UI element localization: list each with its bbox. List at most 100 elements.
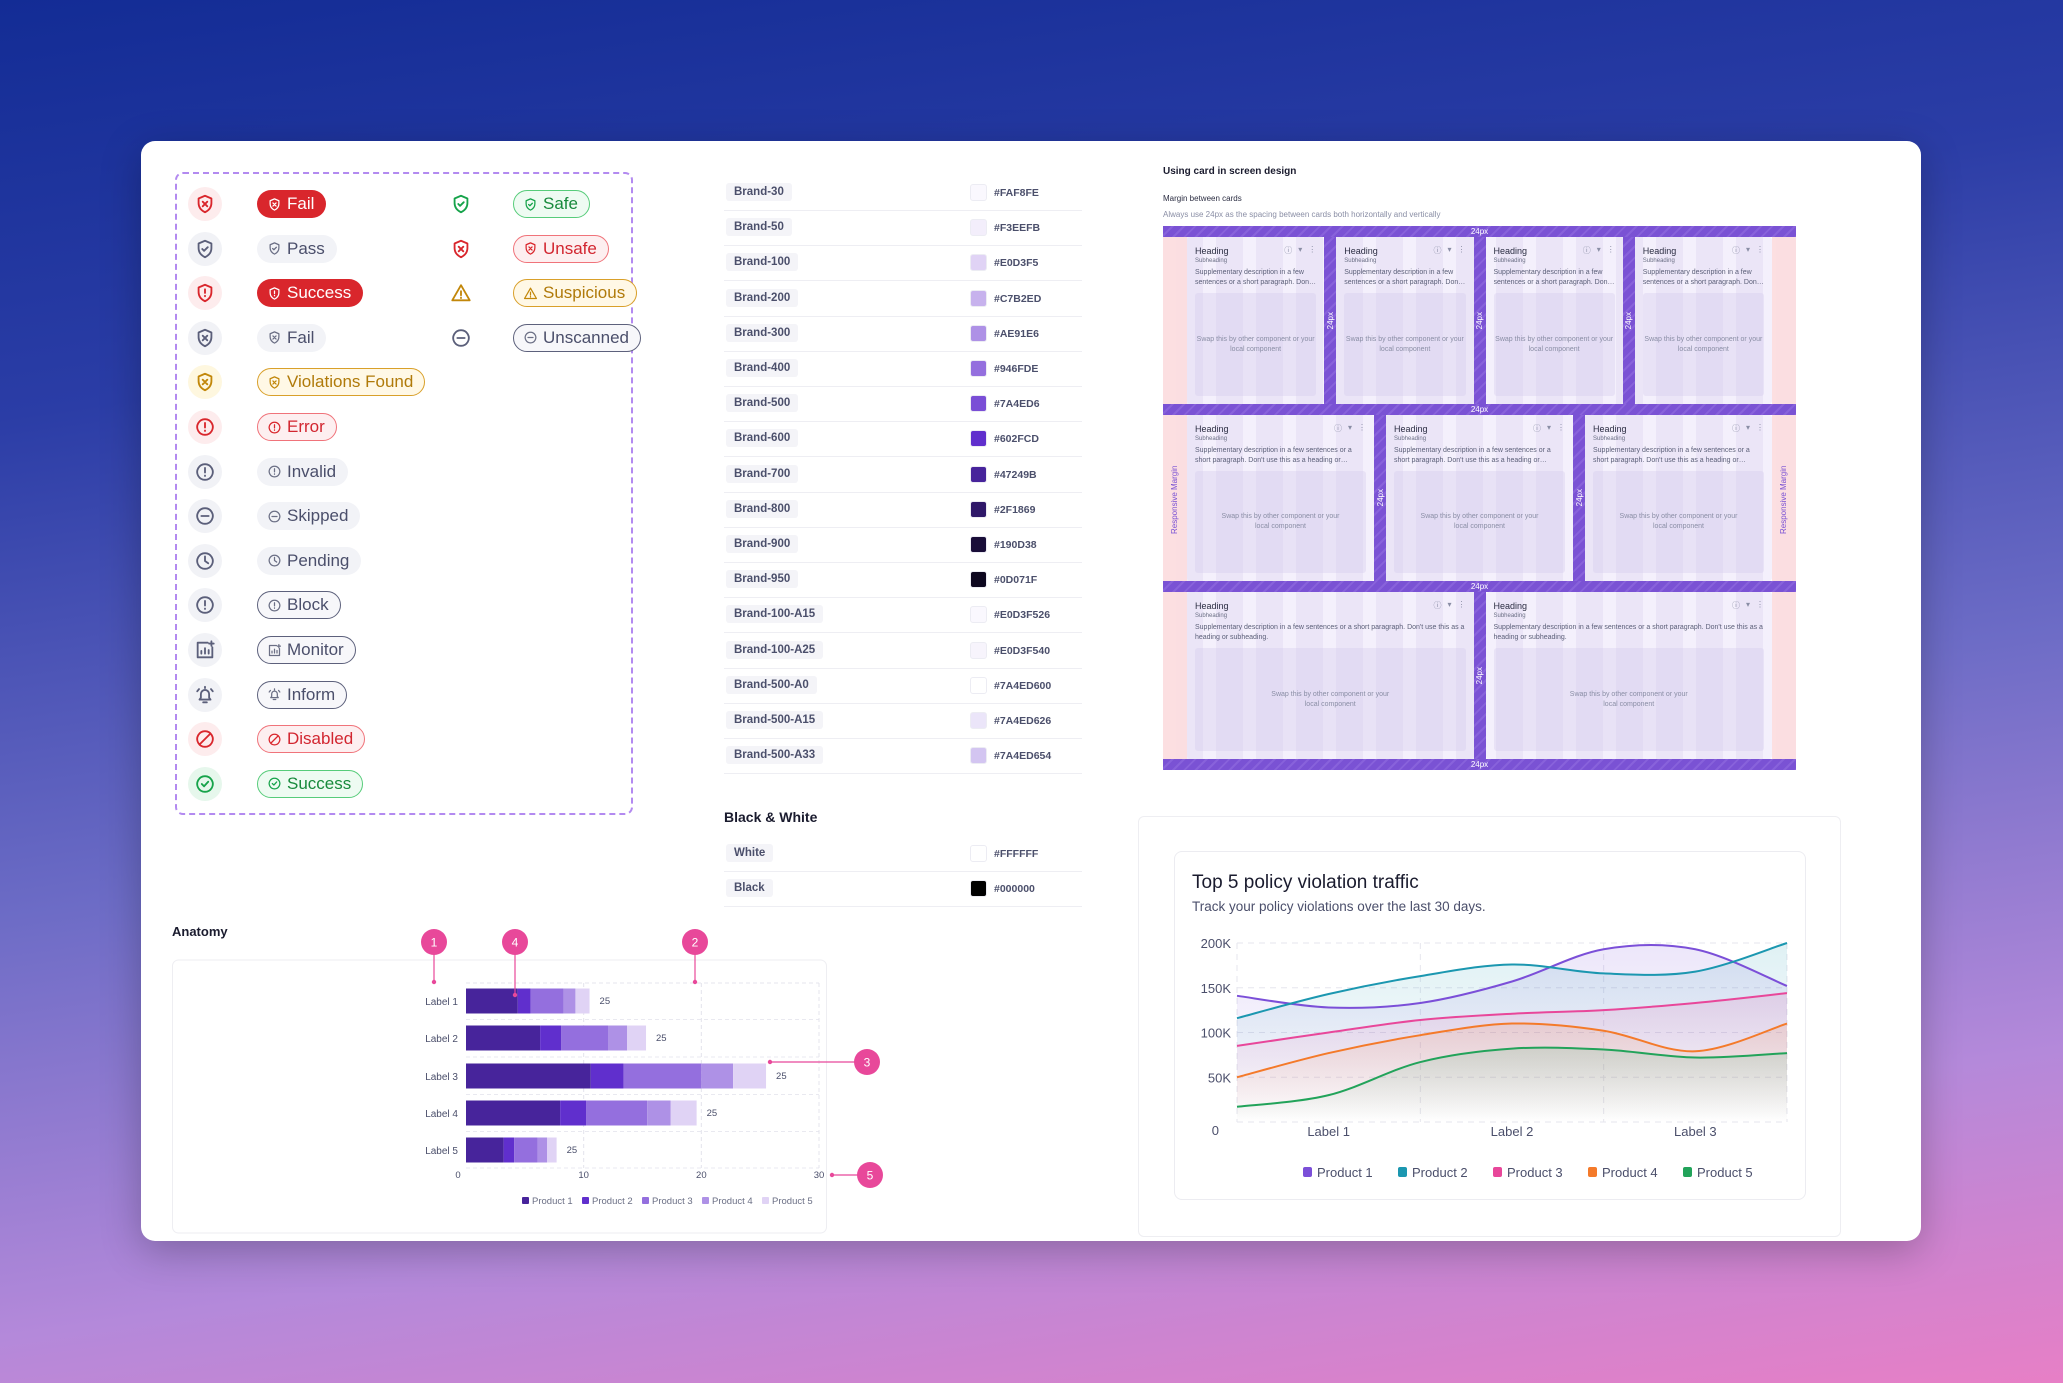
shield-x-icon — [269, 197, 280, 211]
line-chart-frame — [1138, 816, 1841, 1237]
card-subheading: Subheading — [1493, 613, 1526, 619]
layout-card: Heading ⓘ ▾ ⋮ Subheading Supplementary descri… — [1187, 237, 1325, 404]
shield-x-icon — [269, 376, 280, 389]
info-icon[interactable]: ⓘ — [1582, 246, 1591, 255]
bar-segment — [575, 988, 590, 1014]
info-icon[interactable]: ⓘ — [1731, 246, 1740, 255]
placeholder-text: Swap this by other component or your loc… — [1221, 513, 1340, 530]
info-icon[interactable]: ⓘ — [1284, 246, 1293, 255]
filter-icon[interactable]: ▾ — [1447, 245, 1452, 254]
shield-alert-icon — [197, 284, 213, 303]
color-token-name: Brand-300 — [726, 323, 799, 342]
filter-icon[interactable]: ▾ — [1447, 600, 1452, 609]
y-axis-label: Label 5 — [425, 1146, 458, 1157]
check-circle-icon — [196, 775, 214, 793]
color-row: Black #000000 — [724, 872, 1082, 908]
card-placeholder: Swap this by other component or your loc… — [1195, 648, 1466, 751]
info-icon[interactable]: ⓘ — [1433, 601, 1442, 610]
card-description: Supplementary description in a few sente… — [1195, 624, 1465, 641]
gap-label: 24px — [1325, 311, 1335, 330]
filter-icon[interactable]: ▾ — [1298, 245, 1303, 254]
y-axis-label: Label 2 — [425, 1034, 458, 1045]
color-row: Brand-500-A0 #7A4ED600 — [724, 669, 1082, 704]
annotation-marker-number: 1 — [431, 936, 438, 950]
filter-icon[interactable]: ▾ — [1546, 423, 1551, 432]
status-badge: Pass — [257, 234, 337, 263]
more-icon[interactable]: ⋮ — [1557, 423, 1565, 432]
color-hex-value: #190D38 — [994, 539, 1037, 551]
gap-label: 24px — [1624, 311, 1634, 330]
layout-card: Heading ⓘ ▾ ⋮ Subheading Supplementary descri… — [1485, 237, 1623, 404]
more-icon[interactable]: ⋮ — [1606, 245, 1615, 254]
badge-label: Invalid — [287, 461, 337, 481]
color-token-name: Black — [726, 879, 773, 898]
more-icon[interactable]: ⋮ — [1308, 245, 1317, 254]
legend-label: Product 1 — [532, 1196, 573, 1207]
filter-icon[interactable]: ▾ — [1347, 423, 1352, 432]
color-token-name: Brand-900 — [726, 535, 799, 553]
bar-segment — [517, 988, 531, 1014]
clock-icon — [268, 554, 281, 567]
card-description: Supplementary description in a few sente… — [1394, 447, 1551, 464]
card-placeholder: Swap this by other component or your loc… — [1394, 471, 1565, 573]
more-icon[interactable]: ⋮ — [1756, 600, 1764, 609]
more-icon[interactable]: ⋮ — [1457, 245, 1466, 254]
filter-icon[interactable]: ▾ — [1596, 245, 1601, 254]
bar-segment — [466, 1100, 561, 1126]
data-label: 25 — [707, 1108, 718, 1119]
filter-icon[interactable]: ▾ — [1745, 245, 1750, 254]
more-icon[interactable]: ⋮ — [1358, 423, 1366, 432]
horizontal-gap-band: 24px — [1163, 759, 1796, 770]
color-hex-value: #0D071F — [994, 574, 1038, 587]
placeholder-text: Swap this by other component or your loc… — [1196, 335, 1315, 353]
more-icon[interactable]: ⋮ — [1457, 600, 1466, 609]
card-toolbar: ⓘ ▾ ⋮ — [1732, 245, 1764, 256]
filter-icon[interactable]: ▾ — [1745, 423, 1750, 432]
anatomy-title: Anatomy — [172, 924, 228, 939]
card-heading: Heading — [1195, 246, 1229, 256]
more-icon[interactable]: ⋮ — [1756, 423, 1764, 432]
minus-circle-icon — [452, 329, 470, 347]
color-swatch — [970, 395, 987, 413]
info-icon[interactable]: ⓘ — [1731, 424, 1740, 433]
color-row: Brand-800 #2F1869 — [724, 493, 1082, 528]
color-token-name: Brand-500-A33 — [726, 746, 824, 765]
placeholder-text: Swap this by other component or your loc… — [1619, 513, 1738, 530]
color-token-name: Brand-30 — [726, 183, 792, 201]
layout-card: Heading ⓘ ▾ ⋮ Subheading Supplementary descri… — [1485, 592, 1772, 759]
color-swatch — [970, 676, 987, 694]
info-icon[interactable]: ⓘ — [1333, 424, 1342, 433]
status-badge: Error — [257, 413, 337, 441]
more-icon[interactable]: ⋮ — [1756, 245, 1764, 254]
bar-segment — [608, 1025, 628, 1051]
horizontal-gap-band: 24px — [1163, 404, 1796, 415]
gap-label: 24px — [1574, 489, 1584, 507]
color-row: Brand-400 #946FDE — [724, 352, 1082, 387]
bar-segment — [530, 988, 564, 1014]
triangle-alert-icon — [451, 284, 471, 302]
responsive-margin — [1772, 415, 1796, 581]
shield-alert-icon — [269, 286, 280, 300]
color-token-name: Brand-700 — [726, 464, 799, 483]
shield-x-icon — [525, 242, 536, 255]
info-icon[interactable]: ⓘ — [1433, 246, 1442, 255]
badge-label: Fail — [287, 327, 315, 347]
shield-check-icon — [269, 242, 280, 255]
legend-swatch — [582, 1197, 589, 1204]
check-circle-icon — [268, 777, 281, 790]
info-icon[interactable]: ⓘ — [1731, 601, 1740, 610]
card-heading: Heading — [1593, 424, 1627, 434]
legend-swatch — [1303, 1167, 1312, 1177]
x-tick-label: Label 2 — [1491, 1124, 1534, 1139]
card-description: Supplementary description in a few sente… — [1493, 269, 1611, 286]
shield-x-icon — [197, 194, 213, 214]
info-icon[interactable]: ⓘ — [1532, 424, 1541, 433]
color-row: Brand-900 #190D38 — [724, 528, 1082, 563]
filter-icon[interactable]: ▾ — [1745, 600, 1750, 609]
color-hex-value: #7A4ED654 — [994, 750, 1052, 763]
status-icon — [188, 320, 222, 355]
legend-label: Product 3 — [1507, 1165, 1563, 1180]
card-subheading: Subheading — [1593, 436, 1626, 442]
color-hex-value: #7A4ED6 — [994, 398, 1040, 411]
